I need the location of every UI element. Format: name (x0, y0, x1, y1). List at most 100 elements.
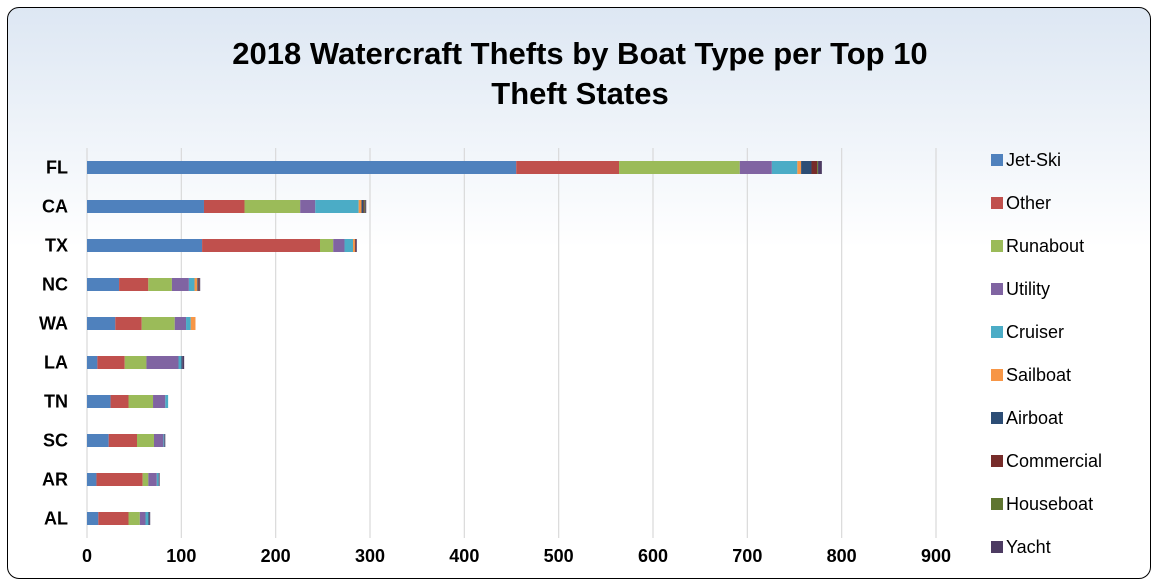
legend-label-yacht: Yacht (1006, 537, 1051, 557)
bar-segment-tx-utility (333, 239, 345, 252)
bar-segment-fl-airboat (801, 161, 812, 174)
category-label: SC (43, 431, 68, 451)
gridlines (86, 148, 937, 538)
x-tick-label: 300 (355, 546, 385, 566)
category-label: LA (44, 353, 68, 373)
bar-segment-ca-jet-ski (87, 200, 204, 213)
category-label: WA (39, 314, 68, 334)
legend-label-jet-ski: Jet-Ski (1006, 150, 1061, 170)
bar-segment-la-utility (146, 356, 179, 369)
bar-segment-al-airboat (148, 512, 150, 525)
category-label: TX (45, 236, 68, 256)
stacked-bar-chart: FL CA TX NC WA LA TN SC AR AL 0 100 200 300 400 500 600… (39, 148, 1102, 566)
bar-segment-ar-other (96, 473, 143, 486)
bar-segment-sc-jet-ski (87, 434, 109, 447)
legend: Jet-Ski Other Runabout Utility Cruiser Sailbo… (991, 150, 1102, 557)
legend-label-cruiser: Cruiser (1006, 322, 1064, 342)
bar-segment-ca-commercial (363, 200, 365, 213)
bar-segment-tx-cruiser (344, 239, 354, 252)
bar-segment-ca-other (203, 200, 245, 213)
bar-segment-wa-cruiser (186, 317, 191, 330)
legend-label-other: Other (1006, 193, 1051, 213)
bar-segment-fl-jet-ski (87, 161, 517, 174)
bar-segment-tx-jet-ski (87, 239, 203, 252)
bar-segment-wa-runabout (141, 317, 175, 330)
x-tick-label: 100 (166, 546, 196, 566)
bar-segment-wa-other (115, 317, 142, 330)
legend-swatch-jet-ski (991, 154, 1003, 166)
bar-segment-nc-cruiser (188, 278, 195, 291)
legend-swatch-sailboat (991, 369, 1003, 381)
bar-segment-tx-other (202, 239, 321, 252)
bar-segment-tx-yacht (355, 239, 357, 252)
legend-label-runabout: Runabout (1006, 236, 1084, 256)
bar-segment-ca-cruiser (315, 200, 359, 213)
bar-segment-al-yacht (149, 512, 151, 525)
chart-title: 2018 Watercraft Thefts by Boat Type per … (8, 34, 1150, 114)
category-label: FL (46, 158, 68, 178)
bar-segment-tn-cruiser (165, 395, 169, 408)
x-tick-label: 600 (638, 546, 668, 566)
bar-segment-al-other (98, 512, 129, 525)
bar-segment-wa-utility (174, 317, 187, 330)
bar-segment-al-utility (139, 512, 146, 525)
category-label: CA (42, 197, 68, 217)
bar-segment-tx-sailboat (353, 239, 355, 252)
bar-segment-fl-other (516, 161, 620, 174)
legend-swatch-yacht (991, 541, 1003, 553)
x-tick-label: 0 (82, 546, 92, 566)
bar-segment-ar-yacht (158, 473, 160, 486)
bar-segment-sc-cruiser (163, 434, 165, 447)
chart-title-line-1: 2018 Watercraft Thefts by Boat Type per … (232, 36, 928, 71)
bar-segment-ca-houseboat (364, 200, 366, 213)
chart-title-line-2: Theft States (491, 76, 669, 111)
legend-label-utility: Utility (1006, 279, 1050, 299)
legend-label-sailboat: Sailboat (1006, 365, 1071, 385)
bar-segment-tn-runabout (128, 395, 154, 408)
bar-segment-nc-sailboat (194, 278, 198, 291)
bar-segment-sc-utility (153, 434, 164, 447)
bar-segment-tx-runabout (320, 239, 334, 252)
bar-segment-nc-other (119, 278, 149, 291)
bar-segment-la-airboat (181, 356, 183, 369)
bar-segment-ca-sailboat (358, 200, 362, 213)
bar-segment-nc-runabout (148, 278, 172, 291)
bar-segment-fl-yacht (818, 161, 822, 174)
value-axis: 0 100 200 300 400 500 600 700 800 900 (82, 546, 951, 566)
bar-segment-nc-yacht (199, 278, 201, 291)
bar-segment-fl-houseboat (817, 161, 819, 174)
bar-segment-nc-airboat (197, 278, 199, 291)
bar-segment-nc-jet-ski (87, 278, 120, 291)
legend-swatch-runabout (991, 240, 1003, 252)
bar-segment-al-runabout (128, 512, 140, 525)
bar-segment-fl-runabout (619, 161, 740, 174)
bar-segment-tn-other (110, 395, 129, 408)
bar-segment-ar-runabout (142, 473, 149, 486)
bar-segment-wa-jet-ski (87, 317, 116, 330)
bar-segment-fl-commercial (811, 161, 818, 174)
legend-label-houseboat: Houseboat (1006, 494, 1093, 514)
bar-segment-sc-other (108, 434, 137, 447)
category-axis: FL CA TX NC WA LA TN SC AR AL (39, 158, 68, 529)
x-tick-label: 400 (449, 546, 479, 566)
bar-segment-la-jet-ski (87, 356, 98, 369)
x-tick-label: 200 (261, 546, 291, 566)
x-tick-label: 700 (732, 546, 762, 566)
category-label: NC (42, 275, 68, 295)
legend-label-airboat: Airboat (1006, 408, 1063, 428)
bar-segment-la-yacht (182, 356, 185, 369)
legend-swatch-commercial (991, 455, 1003, 467)
bar-segment-tn-jet-ski (87, 395, 111, 408)
legend-swatch-houseboat (991, 498, 1003, 510)
legend-swatch-utility (991, 283, 1003, 295)
bar-segment-nc-commercial (198, 278, 200, 291)
category-label: AR (42, 470, 68, 490)
bar-segment-fl-sailboat (797, 161, 802, 174)
x-tick-label: 900 (921, 546, 951, 566)
bar-segment-la-cruiser (178, 356, 182, 369)
bars (87, 161, 822, 525)
category-label: TN (44, 392, 68, 412)
x-tick-label: 800 (827, 546, 857, 566)
legend-swatch-other (991, 197, 1003, 209)
bar-segment-fl-cruiser (771, 161, 798, 174)
